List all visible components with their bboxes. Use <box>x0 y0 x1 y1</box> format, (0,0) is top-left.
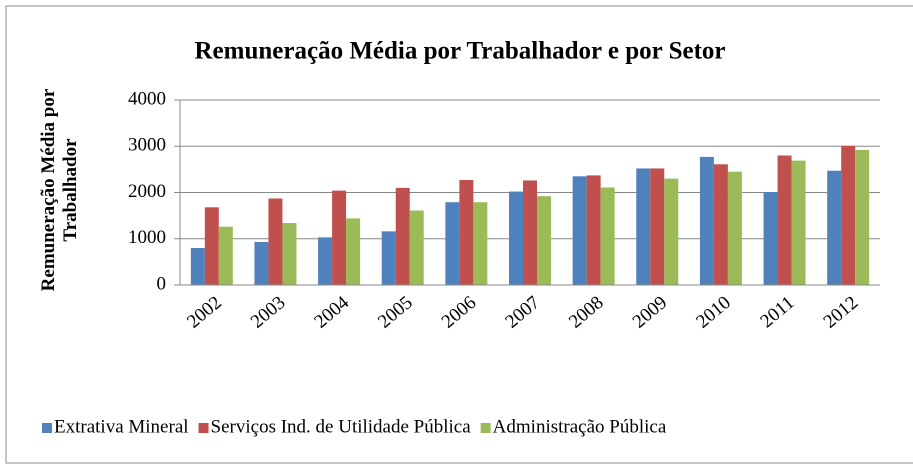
bar <box>409 210 424 285</box>
bar <box>346 218 361 285</box>
bar <box>636 168 651 285</box>
bar <box>841 145 856 285</box>
bar <box>600 187 615 285</box>
bar <box>699 156 714 285</box>
bar <box>664 178 679 285</box>
y-tick-label: 0 <box>157 273 167 294</box>
y-axis-label: Remuneração Média por Trabalhador <box>38 88 81 292</box>
y-tick-label: 2000 <box>128 181 166 202</box>
bar <box>268 198 283 285</box>
bar <box>395 187 410 285</box>
bar <box>572 176 587 285</box>
bar <box>459 180 474 285</box>
bar <box>218 226 233 285</box>
bar <box>523 180 537 285</box>
bar <box>791 160 806 285</box>
bar <box>827 170 842 285</box>
bar <box>204 207 219 285</box>
bar <box>282 223 297 285</box>
y-tick-label: 1000 <box>128 227 166 248</box>
bar <box>318 237 333 285</box>
bar <box>473 202 488 285</box>
bar <box>650 168 665 285</box>
bar <box>509 191 523 285</box>
chart-title: Remuneração Média por Trabalhador e por … <box>195 38 726 65</box>
legend-swatch <box>198 423 209 433</box>
bar <box>763 192 778 285</box>
bar <box>777 155 792 285</box>
legend-swatch <box>42 423 52 433</box>
legend-label: Serviços Ind. de Utilidade Pública <box>211 416 472 437</box>
bar <box>713 164 728 285</box>
bar <box>254 241 269 285</box>
y-tick-label: 3000 <box>128 135 166 156</box>
bar <box>727 171 742 285</box>
bar <box>855 149 870 285</box>
bar <box>445 202 460 285</box>
bar <box>586 175 601 285</box>
legend-swatch <box>480 423 491 433</box>
y-tick-label: 4000 <box>128 88 166 109</box>
bar <box>537 196 551 285</box>
bar <box>190 248 205 285</box>
legend-label: Extrativa Mineral <box>54 416 189 437</box>
bar <box>332 190 347 285</box>
legend-label: Administração Pública <box>493 416 667 437</box>
bar <box>381 231 396 285</box>
